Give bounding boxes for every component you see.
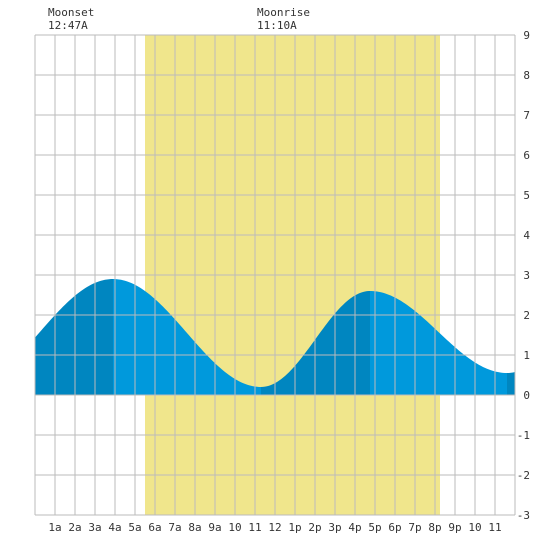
x-tick-label: 7a <box>168 521 181 534</box>
x-tick-label: 6p <box>388 521 401 534</box>
y-tick-label: 7 <box>523 109 530 122</box>
y-tick-label: 3 <box>523 269 530 282</box>
x-tick-label: 8p <box>428 521 441 534</box>
y-tick-label: -2 <box>517 469 530 482</box>
moonrise-time: 11:10A <box>257 19 297 32</box>
moonset-info: Moonset 12:47A <box>48 6 94 32</box>
x-tick-label: 6a <box>148 521 161 534</box>
y-tick-label: -1 <box>517 429 530 442</box>
y-tick-label: -3 <box>517 509 530 522</box>
moonset-label: Moonset <box>48 6 95 19</box>
x-tick-label: 10 <box>228 521 241 534</box>
x-tick-label: 1p <box>288 521 301 534</box>
x-tick-label: 9a <box>208 521 221 534</box>
x-tick-label: 3p <box>328 521 341 534</box>
x-tick-label: 4a <box>108 521 121 534</box>
tide-rising-area <box>35 279 113 395</box>
y-tick-label: 4 <box>523 229 530 242</box>
moonrise-info: Moonrise 11:10A <box>257 6 310 32</box>
x-tick-label: 11 <box>248 521 261 534</box>
y-tick-label: 9 <box>523 29 530 42</box>
moonset-time: 12:47A <box>48 19 88 32</box>
x-tick-label: 11 <box>488 521 501 534</box>
x-tick-label: 5p <box>368 521 381 534</box>
y-tick-label: 0 <box>523 389 530 402</box>
x-tick-label: 10 <box>468 521 481 534</box>
y-tick-label: 2 <box>523 309 530 322</box>
x-tick-label: 3a <box>88 521 101 534</box>
x-tick-label: 12 <box>268 521 281 534</box>
y-tick-label: 5 <box>523 189 530 202</box>
x-tick-label: 9p <box>448 521 461 534</box>
y-tick-label: 8 <box>523 69 530 82</box>
x-tick-labels: 1a 2a 3a 4a 5a 6a 7a 8a 9a 10 11 12 1p 2p 3p 4p 5p 6p 7p 8p… <box>48 521 501 534</box>
grid-layer <box>34 34 516 516</box>
x-tick-label: 1a <box>48 521 61 534</box>
tide-falling-area <box>370 291 507 395</box>
x-tick-label: 2p <box>308 521 321 534</box>
y-tick-label: 1 <box>523 349 530 362</box>
tide-rising-area <box>507 372 515 395</box>
y-tick-labels: -3 -2 -1 0 1 2 3 4 5 6 7 8 9 <box>517 29 531 522</box>
x-tick-label: 2a <box>68 521 81 534</box>
x-tick-label: 8a <box>188 521 201 534</box>
x-tick-label: 5a <box>128 521 141 534</box>
tide-falling-area <box>113 279 261 395</box>
moonrise-label: Moonrise <box>257 6 310 19</box>
y-tick-label: 6 <box>523 149 530 162</box>
x-tick-label: 7p <box>408 521 421 534</box>
x-tick-label: 4p <box>348 521 361 534</box>
